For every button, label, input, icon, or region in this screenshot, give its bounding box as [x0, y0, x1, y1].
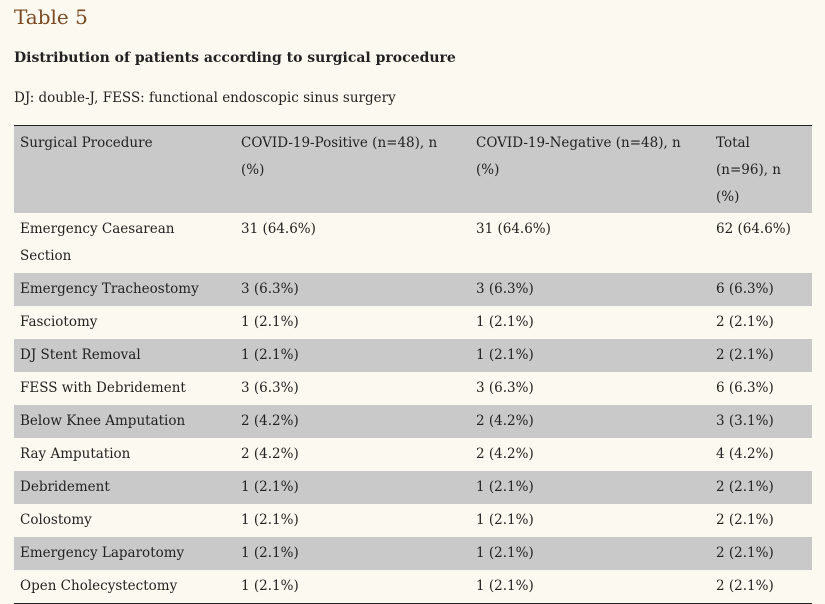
table-row: FESS with Debridement 3 (6.3%) 3 (6.3%) 6 (… — [14, 372, 812, 405]
total-cell: 2 (2.1%) — [716, 512, 774, 528]
procedure-cell: Emergency Caesarean Section — [20, 221, 175, 264]
procedure-cell: Emergency Tracheostomy — [20, 281, 199, 297]
covid-negative-cell: 1 (2.1%) — [476, 347, 534, 363]
covid-negative-cell: 2 (4.2%) — [476, 446, 534, 462]
table-body: Emergency Caesarean Section 31 (64.6%) 31 … — [14, 213, 812, 604]
total-cell: 6 (6.3%) — [716, 281, 774, 297]
covid-positive-cell: 1 (2.1%) — [241, 479, 299, 495]
covid-positive-cell: 1 (2.1%) — [241, 314, 299, 330]
total-cell: 3 (3.1%) — [716, 413, 774, 429]
covid-positive-cell: 1 (2.1%) — [241, 545, 299, 561]
covid-negative-cell: 3 (6.3%) — [476, 281, 534, 297]
procedure-table: Surgical Procedure COVID-19-Positive (n=… — [14, 125, 812, 604]
header-procedure: Surgical Procedure — [20, 135, 153, 151]
covid-negative-cell: 3 (6.3%) — [476, 380, 534, 396]
header-total: Total (n=96), n (%) — [716, 135, 781, 205]
header-row: Surgical Procedure COVID-19-Positive (n=… — [14, 125, 812, 213]
table-row: Below Knee Amputation 2 (4.2%) 2 (4.2%) 3 (… — [14, 405, 812, 438]
covid-positive-cell: 2 (4.2%) — [241, 413, 299, 429]
covid-positive-cell: 1 (2.1%) — [241, 578, 299, 594]
procedure-cell: Open Cholecystectomy — [20, 578, 178, 594]
table-row: DJ Stent Removal 1 (2.1%) 1 (2.1%) 2 (2.1%) — [14, 339, 812, 372]
covid-positive-cell: 31 (64.6%) — [241, 221, 316, 237]
table-row: Emergency Tracheostomy 3 (6.3%) 3 (6.3%) 6 … — [14, 273, 812, 306]
table-header: Surgical Procedure COVID-19-Positive (n=… — [14, 125, 812, 213]
table-row: Open Cholecystectomy 1 (2.1%) 1 (2.1%) 2 (2… — [14, 570, 812, 604]
page-title: Table 5 — [14, 5, 88, 29]
procedure-cell: Ray Amputation — [20, 446, 131, 462]
table-caption: Distribution of patients according to su… — [14, 50, 456, 66]
covid-positive-cell: 1 (2.1%) — [241, 512, 299, 528]
procedure-cell: Colostomy — [20, 512, 92, 528]
total-cell: 2 (2.1%) — [716, 479, 774, 495]
table-row: Colostomy 1 (2.1%) 1 (2.1%) 2 (2.1%) — [14, 504, 812, 537]
table-container: Surgical Procedure COVID-19-Positive (n=… — [14, 125, 812, 604]
total-cell: 2 (2.1%) — [716, 545, 774, 561]
covid-positive-cell: 1 (2.1%) — [241, 347, 299, 363]
procedure-cell: Below Knee Amputation — [20, 413, 186, 429]
covid-positive-cell: 3 (6.3%) — [241, 380, 299, 396]
total-cell: 2 (2.1%) — [716, 314, 774, 330]
covid-negative-cell: 1 (2.1%) — [476, 479, 534, 495]
procedure-cell: Debridement — [20, 479, 110, 495]
table-row: Ray Amputation 2 (4.2%) 2 (4.2%) 4 (4.2%) — [14, 438, 812, 471]
covid-negative-cell: 2 (4.2%) — [476, 413, 534, 429]
table-row: Debridement 1 (2.1%) 1 (2.1%) 2 (2.1%) — [14, 471, 812, 504]
header-covid-negative: COVID-19-Negative (n=48), n (%) — [476, 135, 681, 178]
procedure-cell: DJ Stent Removal — [20, 347, 141, 363]
covid-positive-cell: 3 (6.3%) — [241, 281, 299, 297]
covid-negative-cell: 31 (64.6%) — [476, 221, 551, 237]
procedure-cell: Emergency Laparotomy — [20, 545, 185, 561]
covid-negative-cell: 1 (2.1%) — [476, 512, 534, 528]
covid-positive-cell: 2 (4.2%) — [241, 446, 299, 462]
total-cell: 6 (6.3%) — [716, 380, 774, 396]
total-cell: 62 (64.6%) — [716, 221, 791, 237]
table-row: Emergency Laparotomy 1 (2.1%) 1 (2.1%) 2 (2… — [14, 537, 812, 570]
procedure-cell: Fasciotomy — [20, 314, 98, 330]
total-cell: 2 (2.1%) — [716, 578, 774, 594]
covid-negative-cell: 1 (2.1%) — [476, 578, 534, 594]
covid-negative-cell: 1 (2.1%) — [476, 314, 534, 330]
procedure-cell: FESS with Debridement — [20, 380, 186, 396]
table-row: Emergency Caesarean Section 31 (64.6%) 31 … — [14, 213, 812, 273]
table-footnote: DJ: double-J, FESS: functional endoscopi… — [14, 90, 396, 106]
total-cell: 2 (2.1%) — [716, 347, 774, 363]
header-covid-positive: COVID-19-Positive (n=48), n (%) — [241, 135, 438, 178]
covid-negative-cell: 1 (2.1%) — [476, 545, 534, 561]
table-row: Fasciotomy 1 (2.1%) 1 (2.1%) 2 (2.1%) — [14, 306, 812, 339]
total-cell: 4 (4.2%) — [716, 446, 774, 462]
